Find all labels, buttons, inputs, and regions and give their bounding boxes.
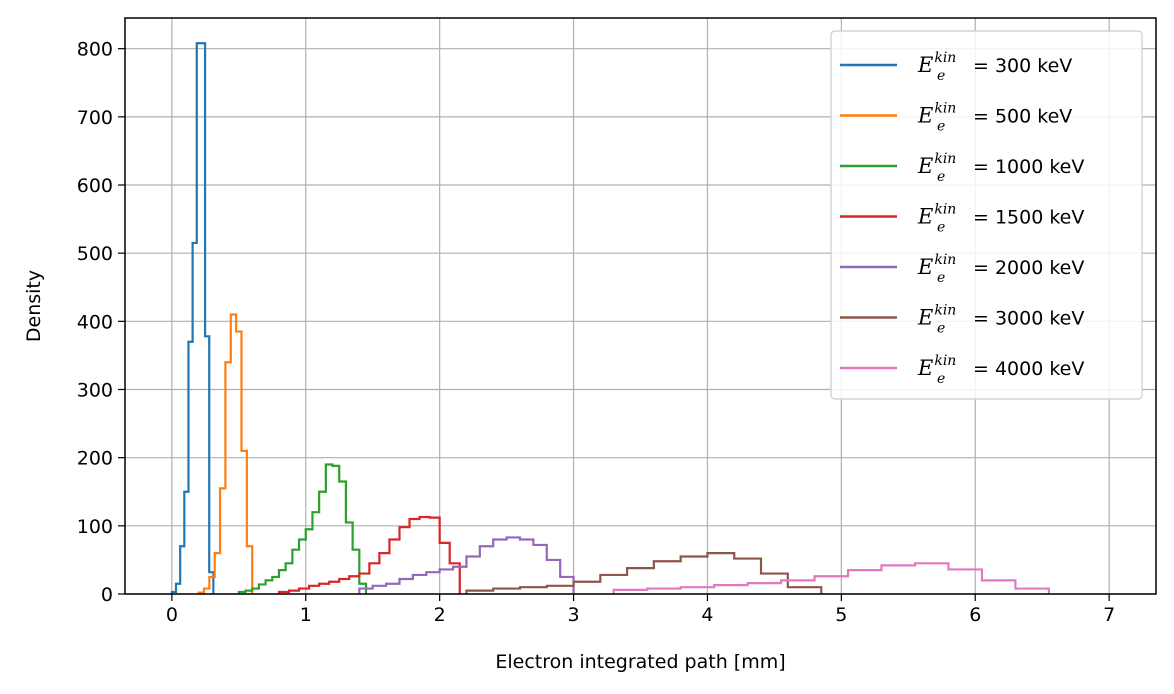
- plot-frame: [124, 17, 1157, 595]
- ticks: 0 1 2 3 4 5 6 7 0 100 200 300 400 500 600 700 800: [77, 39, 1115, 626]
- legend-subscript-6: e: [937, 371, 945, 387]
- legend-subscript-0: e: [937, 68, 945, 84]
- legend-entry-1: Ekin e = 500 keV: [917, 101, 1072, 135]
- legend-superscript-6: kin: [934, 353, 956, 369]
- series-6: [612, 562, 1050, 594]
- y-tick-label-0: 0: [101, 584, 113, 606]
- legend-superscript-1: kin: [934, 101, 956, 117]
- legend-label-2: = 1000 keV: [973, 156, 1084, 178]
- x-tick-label-6: 6: [969, 604, 981, 626]
- legend-superscript-3: kin: [934, 202, 956, 218]
- series-1: [197, 313, 254, 594]
- legend-superscript-2: kin: [934, 151, 956, 167]
- x-tick-label-0: 0: [166, 604, 178, 626]
- legend-subscript-5: e: [937, 321, 945, 337]
- legend-label-0: = 300 keV: [973, 55, 1072, 77]
- x-tick-label-5: 5: [835, 604, 847, 626]
- legend-symbol-4: E: [917, 255, 933, 279]
- legend-entry-3: Ekin e = 1500 keV: [917, 202, 1084, 236]
- legend-box: [830, 30, 1143, 400]
- series-2: [237, 463, 368, 594]
- series-5: [465, 552, 823, 594]
- x-tick-label-7: 7: [1103, 604, 1115, 626]
- y-tick-label-2: 200: [77, 448, 113, 470]
- legend-label-3: = 1500 keV: [973, 207, 1084, 229]
- y-tick-label-5: 500: [77, 243, 113, 265]
- legend-symbol-1: E: [917, 104, 933, 128]
- legend-superscript-0: kin: [934, 50, 956, 66]
- y-axis-label: Density: [23, 270, 45, 342]
- series-3: [277, 515, 461, 594]
- y-tick-label-3: 300: [77, 380, 113, 402]
- legend-subscript-1: e: [937, 119, 945, 135]
- y-tick-label-6: 600: [77, 175, 113, 197]
- legend-entry-4: Ekin e = 2000 keV: [917, 252, 1084, 286]
- legend-subscript-2: e: [937, 169, 945, 185]
- legend-symbol-5: E: [917, 306, 933, 330]
- legend-entry-6: Ekin e = 4000 keV: [917, 353, 1084, 387]
- legend-label-6: = 4000 keV: [973, 358, 1084, 380]
- legend-symbol-2: E: [917, 154, 933, 178]
- series-0: [170, 42, 215, 594]
- x-tick-label-2: 2: [434, 604, 446, 626]
- legend-subscript-3: e: [937, 220, 945, 236]
- y-tick-label-7: 700: [77, 107, 113, 129]
- legend-entry-0: Ekin e = 300 keV: [917, 50, 1072, 84]
- legend-entry-5: Ekin e = 3000 keV: [917, 303, 1084, 337]
- y-tick-label-1: 100: [77, 516, 113, 538]
- legend-label-1: = 500 keV: [973, 106, 1072, 128]
- y-tick-label-8: 800: [77, 39, 113, 61]
- legend-label-5: = 3000 keV: [973, 308, 1084, 330]
- legend-symbol-6: E: [917, 356, 933, 380]
- series-4: [358, 536, 575, 594]
- legend-superscript-5: kin: [934, 303, 956, 319]
- legend-symbol-3: E: [917, 205, 933, 229]
- legend-label-4: = 2000 keV: [973, 257, 1084, 279]
- series-layer: [170, 42, 1050, 594]
- legend-subscript-4: e: [937, 270, 945, 286]
- x-tick-label-1: 1: [300, 604, 312, 626]
- y-tick-label-4: 400: [77, 311, 113, 333]
- legend-symbol-0: E: [917, 53, 933, 77]
- x-tick-label-4: 4: [701, 604, 713, 626]
- legend-entry-2: Ekin e = 1000 keV: [917, 151, 1084, 185]
- x-tick-label-3: 3: [568, 604, 580, 626]
- legend-superscript-4: kin: [934, 252, 956, 268]
- legend: Ekin e = 300 keV Ekin e = 500 keV Ekin e = 1000 …: [830, 30, 1143, 400]
- x-axis-label: Electron integrated path [mm]: [495, 651, 785, 673]
